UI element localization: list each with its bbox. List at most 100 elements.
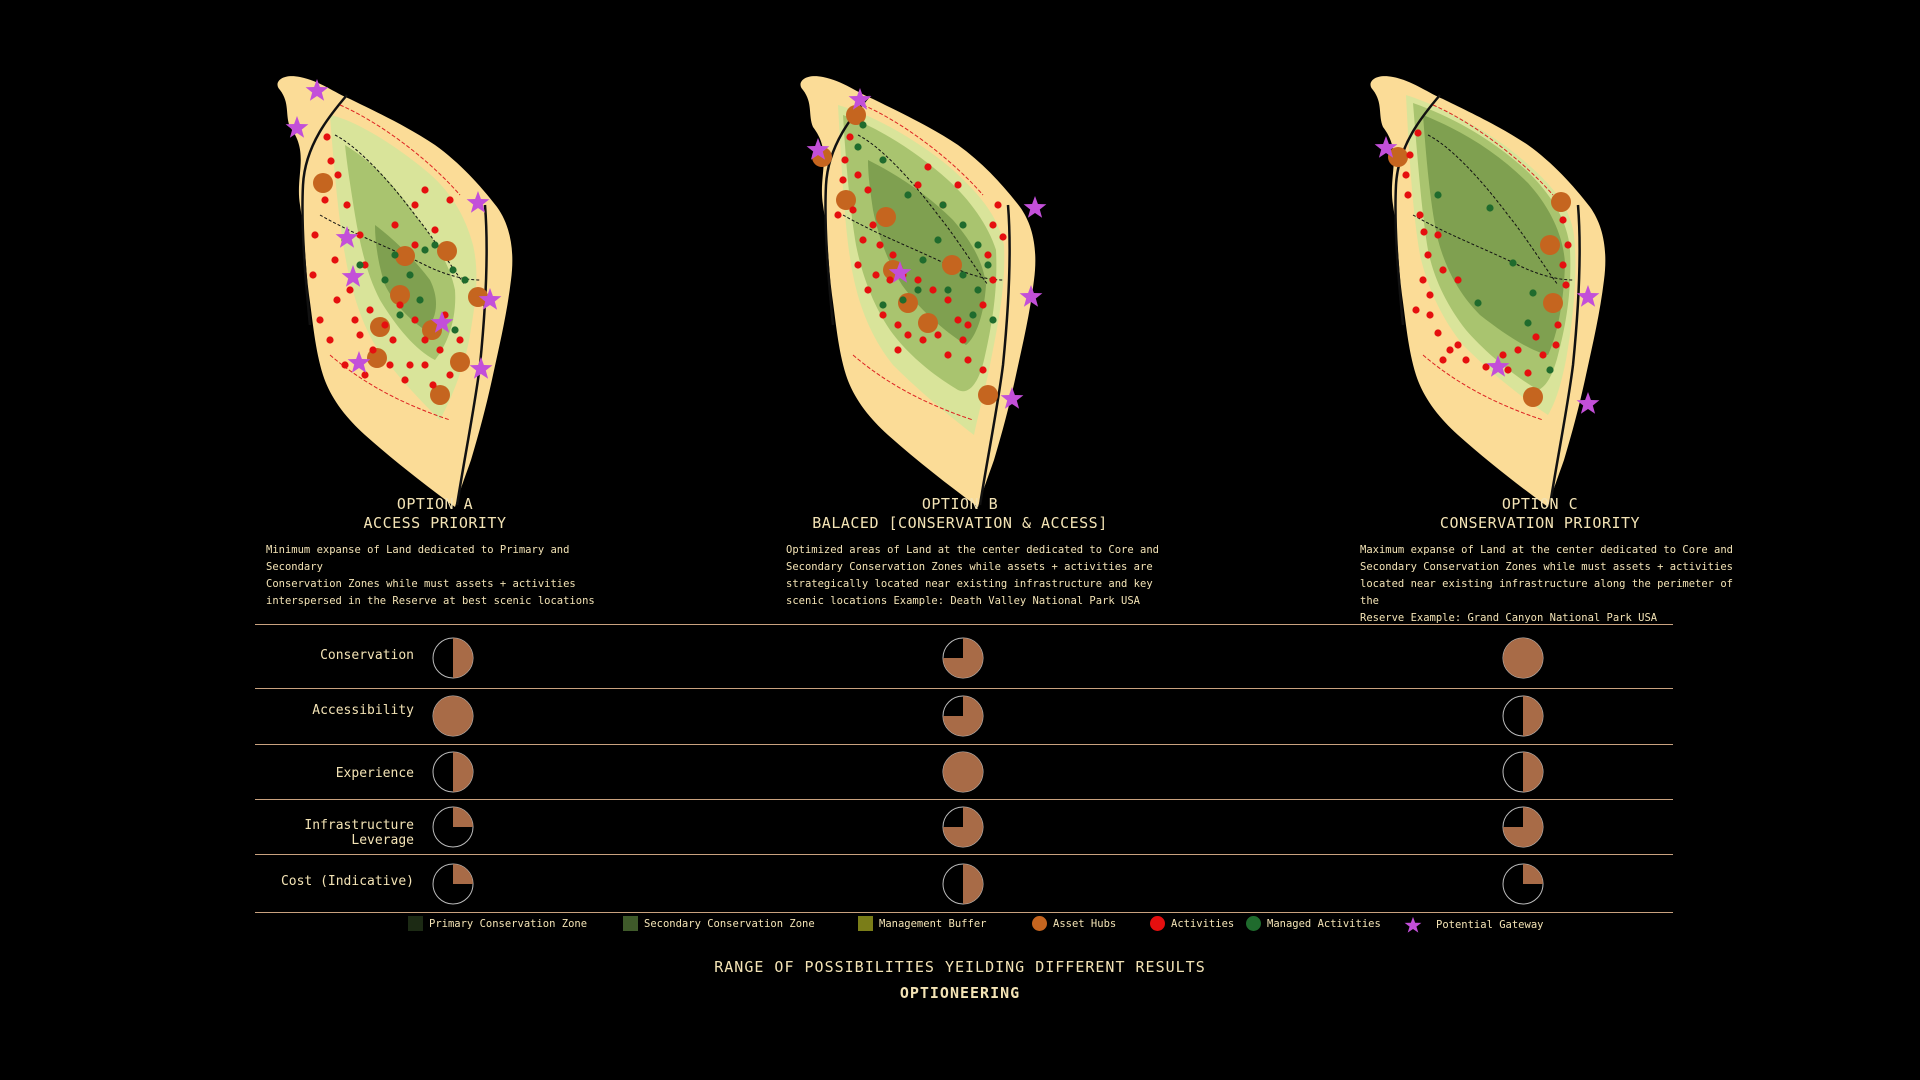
managed-activity-icon: [1434, 191, 1442, 199]
managed-activity-icon: [1529, 289, 1537, 297]
activity-icon: [389, 336, 397, 344]
activity-icon: [964, 356, 972, 364]
table-rule: [255, 799, 1673, 800]
activity-icon: [1416, 211, 1424, 219]
activity-icon: [954, 316, 962, 324]
managed-activity-icon: [416, 296, 424, 304]
rating-ball: [1502, 751, 1544, 793]
asset-hub-icon: [313, 173, 333, 193]
managed-activity-icon: [356, 261, 364, 269]
managed-activity-icon: [944, 286, 952, 294]
rating-ball: [942, 695, 984, 737]
activity-icon: [989, 276, 997, 284]
asset-hub-icon: [876, 207, 896, 227]
activity-icon: [984, 251, 992, 259]
managed-activity-icon: [421, 246, 429, 254]
gateway-star-icon: [888, 261, 912, 283]
activity-icon: [894, 346, 902, 354]
managed-activity-icon: [1474, 299, 1482, 307]
activity-icon: [904, 331, 912, 339]
managed-activity-icon: [451, 326, 459, 334]
activity-icon: [839, 176, 847, 184]
activity-icon: [326, 336, 334, 344]
activity-icon: [429, 381, 437, 389]
activity-icon: [1419, 276, 1427, 284]
activity-icon: [1514, 346, 1522, 354]
activity-icon: [1462, 356, 1470, 364]
activity-icon: [1539, 351, 1547, 359]
activity-icon: [396, 301, 404, 309]
activity-icon: [356, 231, 364, 239]
legend-swatch-primary-zone: [408, 916, 423, 931]
activity-icon: [431, 226, 439, 234]
activity-icon: [999, 233, 1007, 241]
activity-icon: [1406, 151, 1414, 159]
activity-icon: [872, 271, 880, 279]
activity-icon: [401, 376, 409, 384]
activity-icon: [1446, 346, 1454, 354]
activity-icon: [1552, 341, 1560, 349]
activity-icon: [854, 261, 862, 269]
activity-icon: [886, 276, 894, 284]
activity-icon: [333, 296, 341, 304]
managed-activity-icon: [959, 271, 967, 279]
activity-icon: [366, 306, 374, 314]
criterion-infrastructure-label: Infrastructure Leverage: [304, 818, 414, 848]
activity-icon: [1532, 333, 1540, 341]
activity-icon: [346, 286, 354, 294]
rating-ball: [1502, 863, 1544, 905]
gateway-star-icon: [1000, 387, 1024, 409]
footer-subtitle: RANGE OF POSSIBILITIES YEILDING DIFFEREN…: [714, 958, 1206, 976]
activity-icon: [1420, 228, 1428, 236]
activity-icon: [361, 261, 369, 269]
activity-icon: [864, 286, 872, 294]
asset-hub-icon: [1543, 293, 1563, 313]
activity-icon: [1554, 321, 1562, 329]
activity-icon: [411, 201, 419, 209]
activity-icon: [846, 133, 854, 141]
rating-ball: [432, 751, 474, 793]
road: [978, 204, 1011, 506]
activity-icon: [879, 311, 887, 319]
legend-swatch-management-buffer: [858, 916, 873, 931]
managed-activity-icon: [879, 301, 887, 309]
activity-icon: [316, 316, 324, 324]
criterion-accessibility-label: Accessibility: [312, 703, 414, 718]
legend-item-secondary-zone: Secondary Conservation Zone: [623, 916, 815, 931]
rating-ball: [942, 863, 984, 905]
option-c-title-line2: CONSERVATION PRIORITY: [1439, 514, 1641, 532]
activity-icon: [964, 321, 972, 329]
asset-hub-icon: [450, 352, 470, 372]
activity-icon: [894, 321, 902, 329]
activity-icon: [321, 196, 329, 204]
gateway-star-icon: [430, 311, 454, 333]
primary-conservation-zone: [868, 160, 986, 345]
gateway-star-icon: [478, 288, 502, 310]
legend-label: Secondary Conservation Zone: [644, 917, 815, 930]
gateway-star-icon: [305, 79, 329, 101]
boundary-line: [1422, 354, 1544, 421]
legend-gateway-star-icon: [1404, 916, 1422, 933]
managed-activity-icon: [904, 191, 912, 199]
asset-hub-icon: [918, 313, 938, 333]
asset-hub-icon: [1540, 235, 1560, 255]
activity-icon: [1434, 329, 1442, 337]
activity-icon: [334, 171, 342, 179]
asset-hub-icon: [395, 246, 415, 266]
option-a-title-line1: OPTION A: [396, 495, 474, 513]
table-rule: [255, 744, 1673, 745]
map-option-a: [277, 76, 513, 507]
rating-ball: [1502, 637, 1544, 679]
activity-icon: [343, 201, 351, 209]
managed-activity-icon: [974, 286, 982, 294]
activity-icon: [841, 156, 849, 164]
managed-activity-icon: [391, 251, 399, 259]
boundary-line: [1432, 104, 1554, 196]
gateway-star-icon: [1019, 285, 1043, 307]
gateway-star-icon: [1576, 392, 1600, 414]
table-rule-bottom: [255, 912, 1673, 913]
asset-hub-icon: [437, 241, 457, 261]
activity-icon: [869, 221, 877, 229]
activity-icon: [849, 206, 857, 214]
rating-ball: [432, 863, 474, 905]
